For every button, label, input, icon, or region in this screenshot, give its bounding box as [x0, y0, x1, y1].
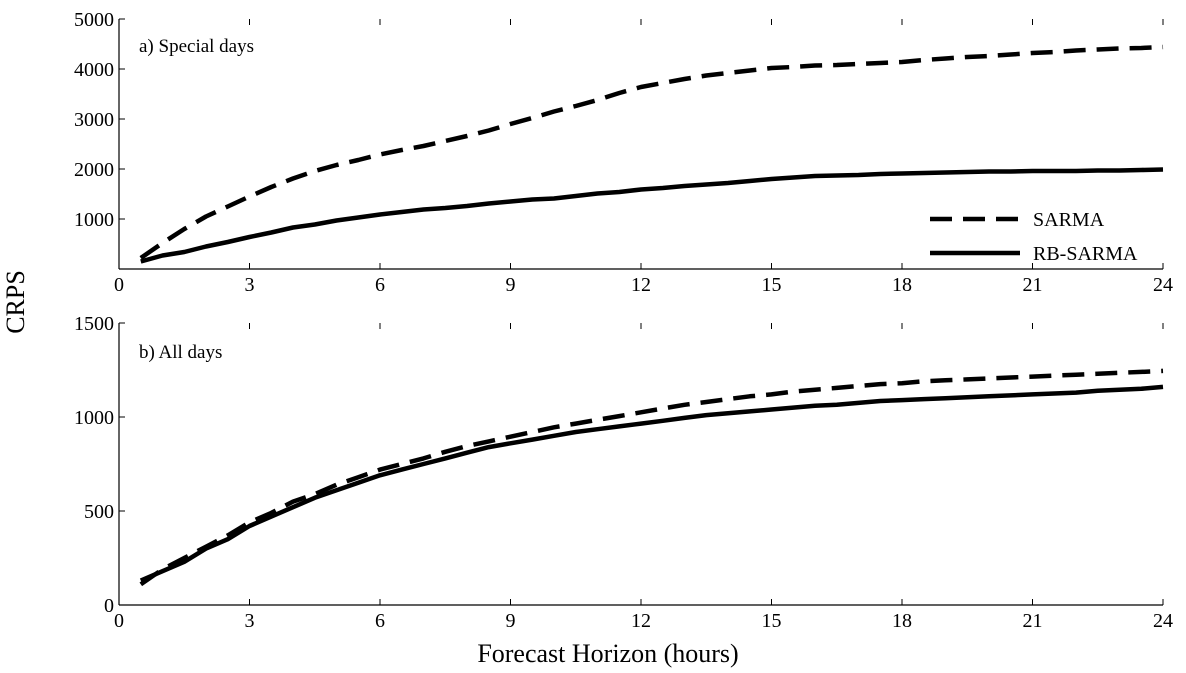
y-tick-label: 0	[104, 595, 114, 617]
series-line-rb-sarma	[140, 167, 1164, 264]
y-tick-label: 4000	[74, 59, 114, 81]
x-tick-label: 6	[375, 610, 385, 632]
panel-special-days: 0 3 6 9 12 15 18 21 24 1000 2000 3000 4000 5000 a) Spe…	[74, 9, 1173, 296]
x-tick-label: 0	[114, 610, 124, 632]
panel-title: a) Special days	[139, 36, 254, 57]
y-tick-label: 1500	[74, 313, 114, 335]
x-tick-label: 18	[892, 274, 912, 296]
x-tick-label: 24	[1153, 610, 1173, 632]
x-tick-label: 0	[114, 274, 124, 296]
x-axis-title: Forecast Horizon (hours)	[477, 639, 738, 668]
x-tick-label: 21	[1023, 274, 1043, 296]
y-axis-title: CRPS	[1, 270, 30, 334]
x-tick-label: 6	[375, 274, 385, 296]
x-tick-label: 12	[631, 610, 651, 632]
x-tick-label: 3	[245, 274, 255, 296]
x-tick-label: 9	[506, 610, 516, 632]
y-tick-label: 500	[84, 501, 114, 523]
x-tick-label: 18	[892, 610, 912, 632]
legend: SARMA RB-SARMA	[930, 209, 1138, 265]
legend-label-sarma: SARMA	[1033, 209, 1105, 231]
panel-all-days: 0 3 6 9 12 15 18 21 24 0 500 1000 1500 b) All days	[74, 313, 1173, 632]
y-tick-label: 3000	[74, 109, 114, 131]
y-tick-label: 2000	[74, 159, 114, 181]
y-tick-label: 1000	[74, 407, 114, 429]
series-line-sarma	[139, 368, 1164, 587]
x-tick-label: 21	[1023, 610, 1043, 632]
series-line-sarma	[139, 44, 1164, 260]
x-tick-label: 12	[631, 274, 651, 296]
x-tick-label: 15	[762, 610, 782, 632]
panel-title: b) All days	[139, 342, 222, 363]
x-tick-label: 3	[245, 610, 255, 632]
series-line-rb-sarma	[139, 384, 1164, 583]
legend-label-rb-sarma: RB-SARMA	[1033, 243, 1138, 265]
y-tick-label: 1000	[74, 209, 114, 231]
x-tick-label: 24	[1153, 274, 1173, 296]
y-tick-label: 5000	[74, 9, 114, 31]
x-tick-label: 9	[506, 274, 516, 296]
x-tick-label: 15	[762, 274, 782, 296]
